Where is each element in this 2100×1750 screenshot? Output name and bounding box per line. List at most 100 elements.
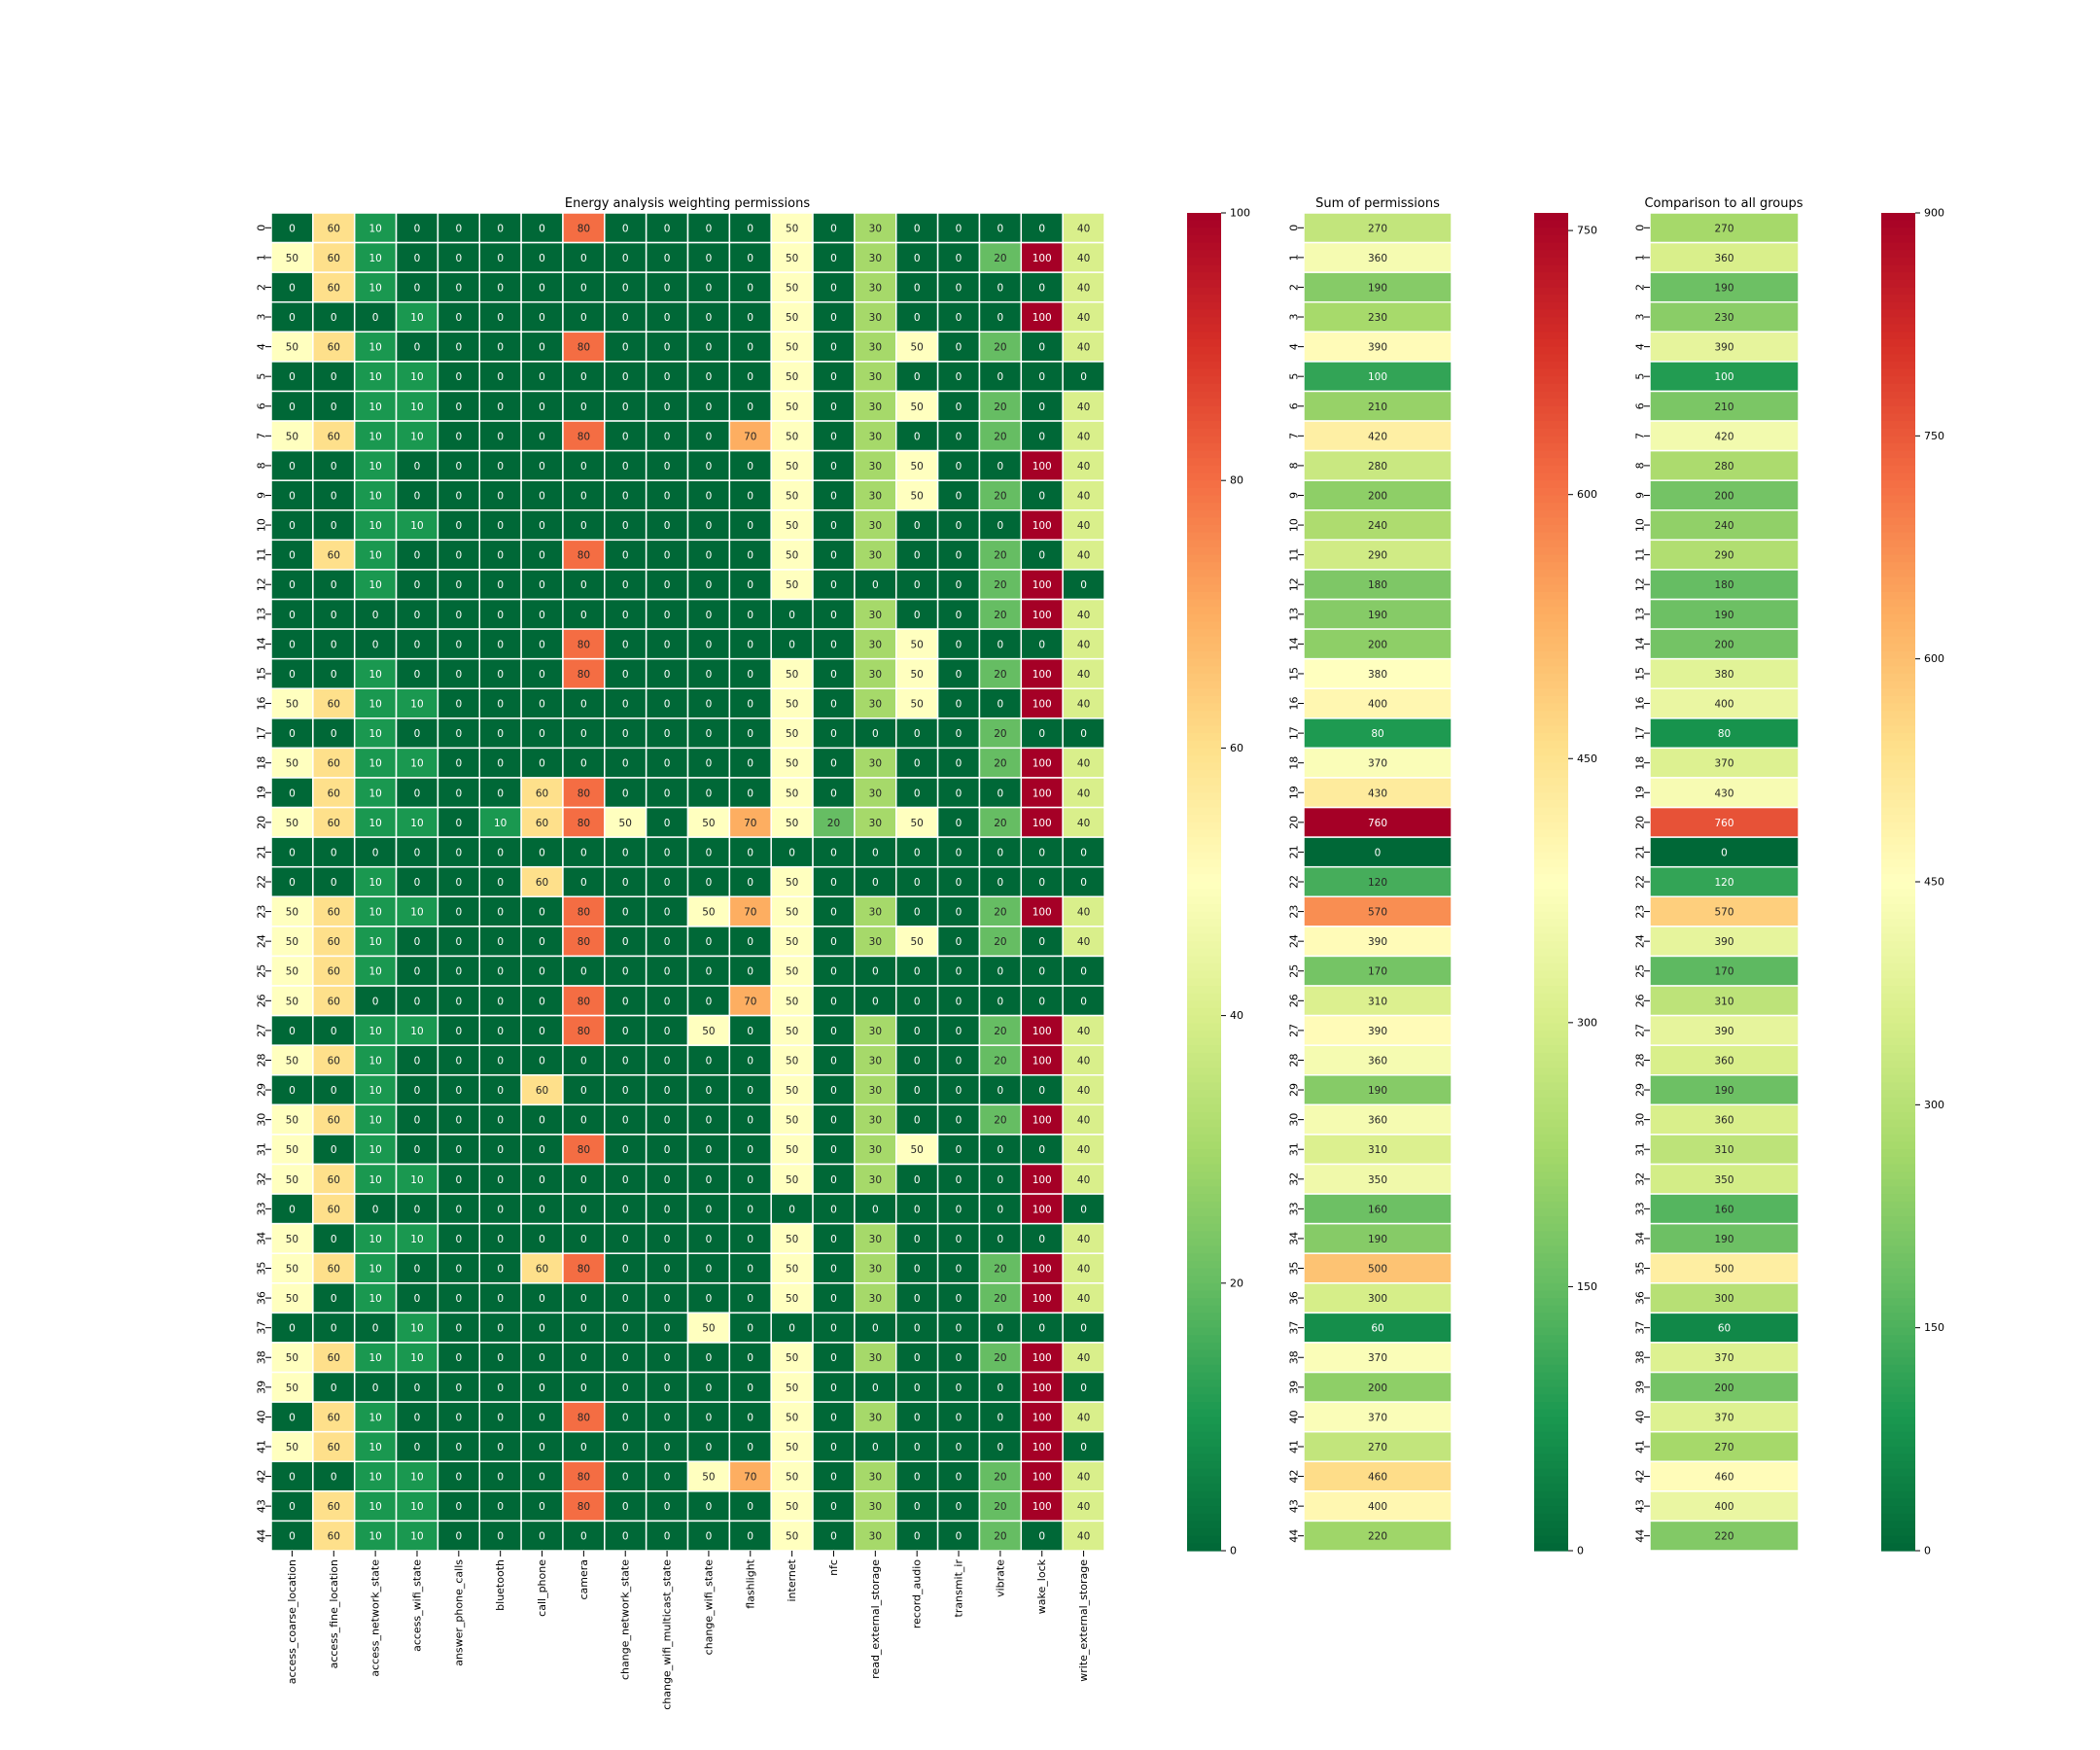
row-tick-label: 40 <box>1288 1410 1301 1423</box>
column-tick-label: access_fine_location <box>328 1559 340 1668</box>
row-tick-label: 30 <box>256 1113 268 1127</box>
colorbar-segment <box>1881 1349 1915 1358</box>
cell-value-label: 10 <box>410 1501 423 1513</box>
cell-value-label: 0 <box>872 996 879 1007</box>
cell-value-label: 0 <box>414 461 421 472</box>
heatmap-cell <box>978 687 1023 719</box>
cell-value-label: 20 <box>994 1055 1006 1067</box>
cell-value-label: 10 <box>410 907 423 919</box>
cell-value-label: 0 <box>497 1204 504 1215</box>
cell-value-label: 50 <box>786 402 798 413</box>
cell-value-label: 0 <box>497 1472 504 1484</box>
colorbar-segment <box>1187 1535 1221 1544</box>
row-tick-label: 29 <box>1634 1083 1647 1097</box>
cell-value-label: 0 <box>956 1234 962 1245</box>
cell-value-label: 0 <box>331 1293 337 1305</box>
colorbar-segment <box>1534 1528 1568 1537</box>
cell-value-label: 40 <box>1077 1531 1090 1543</box>
colorbar-segment <box>1881 613 1915 623</box>
cell-value-label: 0 <box>956 1352 962 1364</box>
cell-value-label: 0 <box>664 223 671 234</box>
cell-value-label: 0 <box>830 1412 837 1423</box>
cell-value-label: 30 <box>869 818 882 829</box>
colorbar-segment <box>1881 1231 1915 1240</box>
cell-value-label: 0 <box>747 1204 753 1215</box>
heatmap-cell <box>1649 509 1800 542</box>
colorbar-segment <box>1534 703 1568 712</box>
cell-value-label: 0 <box>331 639 337 650</box>
cell-value-label: 20 <box>994 1501 1006 1513</box>
heatmap-cell <box>1020 1163 1064 1195</box>
colorbar-segment <box>1187 844 1221 854</box>
heatmap-cell <box>270 1430 314 1463</box>
cell-value-label: 0 <box>622 610 629 621</box>
colorbar-segment <box>1187 1364 1221 1374</box>
row-tick-label: 7 <box>1634 433 1647 439</box>
colorbar-segment <box>1534 740 1568 749</box>
heatmap-cell <box>854 628 897 660</box>
cell-value-label: 0 <box>289 1323 296 1335</box>
colorbar-segment <box>1534 458 1568 467</box>
column-tick-label: change_network_state <box>619 1559 632 1680</box>
cell-value-label: 50 <box>286 699 298 711</box>
heatmap-cell <box>645 479 689 511</box>
cell-value-label: 100 <box>1032 1204 1052 1215</box>
colorbar-segment <box>1881 1476 1915 1485</box>
cell-value-label: 60 <box>536 1085 548 1097</box>
colorbar-tick-label: 150 <box>1577 1280 1597 1293</box>
heatmap-cell <box>312 1520 356 1552</box>
cell-value-label: 60 <box>1371 1323 1383 1335</box>
cell-value-label: 0 <box>747 1412 753 1423</box>
heatmap-cell <box>1062 687 1105 719</box>
cell-value-label: 30 <box>869 402 882 413</box>
heatmap-cell <box>520 1312 564 1344</box>
colorbar-segment <box>1881 562 1915 571</box>
colorbar-segment <box>1881 376 1915 385</box>
cell-value-label: 10 <box>368 371 381 383</box>
heatmap-cell <box>854 509 897 542</box>
cell-value-label: 0 <box>956 520 962 532</box>
colorbar-segment <box>1187 822 1221 831</box>
cell-value-label: 0 <box>622 223 629 234</box>
colorbar-segment <box>1881 644 1915 652</box>
colorbar-segment <box>1534 368 1568 377</box>
cell-value-label: 0 <box>580 728 587 740</box>
cell-value-label: 0 <box>539 639 545 650</box>
heatmap-cell <box>645 1520 689 1552</box>
cell-value-label: 500 <box>1368 1264 1387 1276</box>
colorbar-segment <box>1534 1201 1568 1209</box>
heatmap-cell <box>312 687 356 719</box>
heatmap-cell <box>1062 657 1105 689</box>
cell-value-label: 0 <box>830 1382 837 1394</box>
cell-value-label: 0 <box>497 1412 504 1423</box>
cell-value-label: 60 <box>328 342 340 354</box>
colorbar-segment <box>1187 882 1221 891</box>
heatmap-cell <box>1649 300 1800 333</box>
cell-value-label: 30 <box>869 1115 882 1127</box>
colorbar-segment <box>1534 421 1568 430</box>
cell-value-label: 50 <box>786 996 798 1007</box>
cell-value-label: 100 <box>1032 1174 1052 1186</box>
row-tick-label: 22 <box>1634 875 1647 889</box>
cell-value-label: 40 <box>1077 1026 1090 1037</box>
cell-value-label: 0 <box>580 1204 587 1215</box>
cell-value-label: 0 <box>539 1501 545 1513</box>
colorbar-segment <box>1534 495 1568 504</box>
cell-value-label: 80 <box>578 1501 590 1513</box>
cell-value-label: 0 <box>289 877 296 889</box>
cell-value-label: 100 <box>1032 610 1052 621</box>
colorbar-segment <box>1534 442 1568 452</box>
colorbar-segment <box>1187 213 1221 222</box>
cell-value-label: 40 <box>1077 1501 1090 1513</box>
cell-value-label: 0 <box>580 966 587 978</box>
colorbar-segment <box>1187 1223 1221 1232</box>
cell-value-label: 0 <box>455 1264 462 1276</box>
cell-value-label: 430 <box>1368 788 1387 799</box>
heatmap-cell <box>1020 241 1064 273</box>
heatmap-cell <box>395 1282 439 1314</box>
colorbar-segment <box>1534 532 1568 541</box>
heatmap-cell <box>395 509 439 542</box>
colorbar-segment <box>1187 376 1221 385</box>
colorbar-segment <box>1187 725 1221 734</box>
colorbar-segment <box>1534 472 1568 481</box>
